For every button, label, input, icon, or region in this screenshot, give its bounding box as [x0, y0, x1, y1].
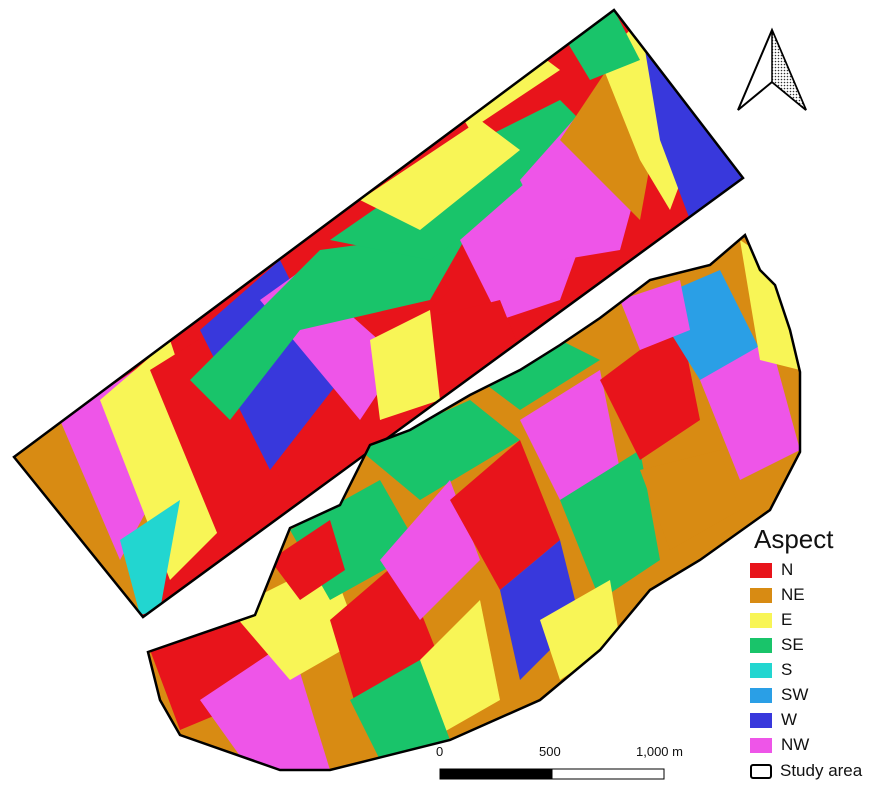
legend-item-nw: NW: [750, 734, 809, 756]
aspect-patch: [370, 310, 440, 420]
study-area-swatch: [750, 763, 772, 779]
aspect-patch: [480, 340, 600, 410]
legend-title: Aspect: [754, 524, 834, 554]
scale-bar: [439, 768, 665, 780]
aspect-patch: [100, 340, 230, 580]
legend-swatch: [750, 687, 772, 703]
upper-study-area-outline: [12, 8, 745, 619]
legend-label: W: [781, 710, 798, 729]
legend-swatch: [750, 562, 772, 578]
aspect-patch: [120, 500, 180, 615]
legend-item-se: SE: [750, 634, 804, 656]
legend-item-w: W: [750, 709, 797, 731]
legend-item-s: S: [750, 659, 792, 681]
aspect-patch: [620, 280, 690, 350]
legend: Aspect N NE E SE S SW W NW Study area: [744, 524, 885, 789]
aspect-patch: [360, 120, 520, 230]
legend-item-n: N: [750, 559, 793, 581]
legend-label: NE: [781, 585, 805, 604]
legend-label: SE: [781, 635, 804, 654]
aspect-patch: [500, 540, 580, 680]
aspect-patch: [270, 520, 345, 600]
lower-study-area-outline: [146, 232, 802, 772]
legend-label: Study area: [780, 761, 863, 780]
legend-swatch: [750, 737, 772, 753]
aspect-patch: [150, 320, 280, 540]
legend-label: N: [781, 560, 794, 579]
aspect-patch: [360, 400, 520, 500]
north-arrow-icon: [737, 27, 807, 111]
legend-swatch: [750, 662, 772, 678]
aspect-patch: [540, 580, 620, 680]
legend-item-ne: NE: [750, 584, 805, 606]
legend-label: NW: [781, 735, 810, 754]
legend-swatch: [750, 637, 772, 653]
aspect-patch: [190, 230, 470, 420]
aspect-patch: [450, 440, 560, 590]
aspect-patch: [560, 450, 660, 600]
aspect-patch: [700, 340, 800, 480]
legend-label: S: [781, 660, 793, 679]
aspect-patch: [380, 480, 480, 620]
aspect-patch: [740, 240, 800, 370]
aspect-patch: [640, 450, 740, 550]
scale-label-500: 500: [539, 744, 561, 759]
scale-label-1000: 1,000 m: [636, 744, 683, 759]
aspect-patch: [520, 370, 620, 500]
scale-label-0: 0: [436, 744, 444, 759]
aspect-patch: [350, 660, 450, 760]
aspect-patch: [420, 300, 520, 400]
legend-swatch: [750, 587, 772, 603]
legend-swatch: [750, 712, 772, 728]
aspect-patch: [600, 320, 700, 460]
legend-item-study-area: Study area: [750, 760, 862, 782]
legend-label: E: [781, 610, 793, 629]
legend-swatch: [750, 612, 772, 628]
legend-label: SW: [781, 685, 809, 704]
legend-item-e: E: [750, 609, 792, 631]
legend-item-sw: SW: [750, 684, 808, 706]
aspect-patch: [420, 600, 500, 740]
